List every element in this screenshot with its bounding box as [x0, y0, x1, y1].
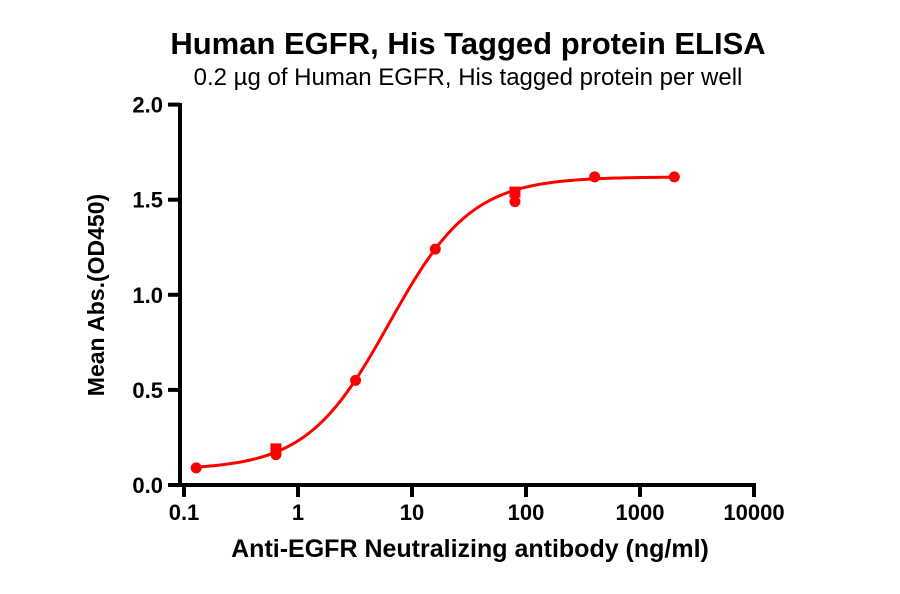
data-point-circle-16	[429, 243, 441, 255]
y-tick-label-0.5: 0.5	[132, 378, 163, 403]
x-tick-label-10: 10	[400, 500, 424, 525]
axis-lines	[178, 103, 756, 487]
x-tick-label-100: 100	[508, 500, 545, 525]
data-point-circle-2000	[668, 171, 680, 183]
y-axis-title: Mean Abs.(OD450)	[83, 194, 109, 396]
x-tick-labels: 0.1 1 10 100 1000 10000	[169, 500, 785, 525]
data-point-circle-3.2	[350, 374, 362, 386]
x-tick-label-10000: 10000	[723, 500, 784, 525]
x-tick-label-0.1: 0.1	[169, 500, 200, 525]
y-tick-label-2.0: 2.0	[132, 93, 163, 118]
x-tick-label-1: 1	[292, 500, 304, 525]
x-ticks	[182, 485, 756, 497]
x-axis-title: Anti-EGFR Neutralizing antibody (ng/ml)	[231, 535, 709, 563]
fit-curve	[194, 175, 676, 469]
data-point-square-80	[509, 186, 521, 198]
y-ticks	[168, 102, 180, 487]
data-point-square-0.64	[270, 443, 282, 455]
y-tick-labels: 0.0 0.5 1.0 1.5 2.0	[132, 93, 163, 498]
y-tick-label-1.5: 1.5	[132, 188, 163, 213]
data-point-circle-0.128	[190, 462, 202, 474]
y-tick-label-1.0: 1.0	[132, 283, 163, 308]
chart-title: Human EGFR, His Tagged protein ELISA	[170, 26, 765, 61]
data-points	[190, 171, 680, 474]
y-tick-label-0.0: 0.0	[132, 473, 163, 498]
x-tick-label-1000: 1000	[616, 500, 665, 525]
data-point-circle-400	[589, 171, 601, 183]
data-point-circle-80	[509, 196, 521, 208]
chart-subtitle: 0.2 µg of Human EGFR, His tagged protein…	[194, 64, 743, 91]
fit-curve-path	[194, 175, 676, 469]
